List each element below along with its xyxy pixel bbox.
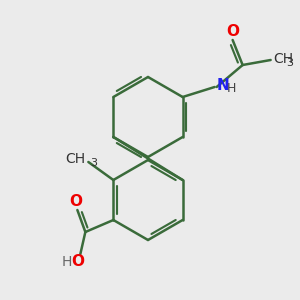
Text: H: H: [226, 82, 236, 95]
Text: 3: 3: [90, 158, 98, 168]
Text: N: N: [217, 79, 230, 94]
Text: O: O: [69, 194, 82, 209]
Text: CH: CH: [65, 152, 85, 166]
Text: CH: CH: [274, 52, 294, 66]
Text: H: H: [61, 255, 71, 269]
Text: O: O: [226, 25, 239, 40]
Text: O: O: [71, 254, 84, 269]
Text: 3: 3: [286, 58, 294, 68]
